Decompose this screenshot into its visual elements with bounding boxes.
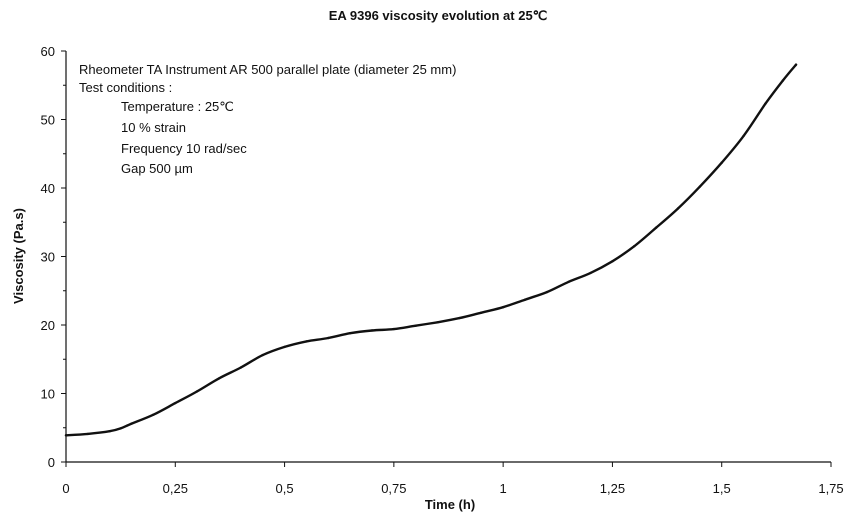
data-point: [523, 298, 527, 301]
x-axis-title: Time (h): [425, 497, 475, 512]
x-tick-label: 1,25: [600, 481, 625, 496]
x-tick-label: 0,25: [163, 481, 188, 496]
y-axis-ticks: 0 10 20 30 40 50 60: [41, 44, 66, 470]
data-point: [64, 434, 68, 437]
annotation-line-4: 10 % strain: [121, 120, 186, 135]
data-point: [217, 377, 221, 380]
x-tick-label: 1: [500, 481, 507, 496]
data-point: [370, 329, 374, 332]
data-point: [305, 340, 308, 343]
data-point: [764, 102, 767, 105]
chart-title: EA 9396 viscosity evolution at 25℃: [329, 8, 548, 23]
data-point: [501, 306, 505, 309]
data-point: [261, 353, 264, 357]
series-group: [64, 63, 798, 437]
data-point: [654, 226, 658, 229]
data-point: [327, 336, 330, 340]
data-point: [283, 345, 286, 349]
x-tick-label: 0: [62, 481, 69, 496]
data-point: [86, 432, 90, 436]
data-point: [567, 280, 570, 283]
y-tick-label: 50: [41, 113, 55, 128]
y-tick-label: 20: [41, 318, 55, 333]
x-tick-label: 1,5: [713, 481, 731, 496]
data-point: [130, 422, 133, 425]
data-point: [480, 311, 483, 314]
y-tick-label: 30: [41, 250, 55, 265]
annotation-line-5: Frequency 10 rad/sec: [121, 141, 247, 156]
x-tick-label: 1,75: [818, 481, 843, 496]
y-axis-title: Viscosity (Pa.s): [11, 208, 26, 304]
data-point: [676, 207, 680, 210]
data-point: [436, 321, 439, 324]
annotation-line-2: Test conditions :: [79, 80, 172, 95]
x-tick-label: 0,5: [276, 481, 294, 496]
data-point: [794, 63, 798, 66]
y-tick-label: 60: [41, 44, 55, 59]
data-point: [119, 427, 122, 430]
data-point: [611, 260, 614, 263]
y-tick-label: 0: [48, 455, 55, 470]
x-tick-label: 0,75: [381, 481, 406, 496]
data-point: [589, 271, 592, 275]
x-axis-ticks: 0 0,25 0,5 0,75 1 1,25 1,5 1,75: [62, 462, 844, 496]
data-point: [458, 316, 461, 320]
data-point: [348, 332, 352, 335]
viscosity-series-line: [64, 63, 798, 437]
annotation-box: Rheometer TA Instrument AR 500 parallel …: [79, 62, 456, 176]
y-tick-label: 10: [41, 387, 55, 402]
data-point: [633, 245, 636, 248]
data-point: [720, 161, 723, 164]
data-point: [781, 79, 785, 82]
data-point: [195, 390, 199, 393]
data-point: [698, 185, 702, 188]
annotation-line-6: Gap 500 µm: [121, 161, 193, 176]
data-point: [152, 413, 155, 416]
data-point: [108, 430, 111, 433]
data-point: [239, 366, 243, 369]
annotation-line-1: Rheometer TA Instrument AR 500 parallel …: [79, 62, 456, 77]
y-tick-label: 40: [41, 181, 55, 196]
annotation-line-3: Temperature : 25℃: [121, 99, 234, 114]
data-point: [545, 290, 549, 294]
data-point: [414, 324, 417, 327]
data-point: [392, 327, 396, 331]
data-point: [174, 401, 177, 405]
data-point: [742, 134, 745, 138]
